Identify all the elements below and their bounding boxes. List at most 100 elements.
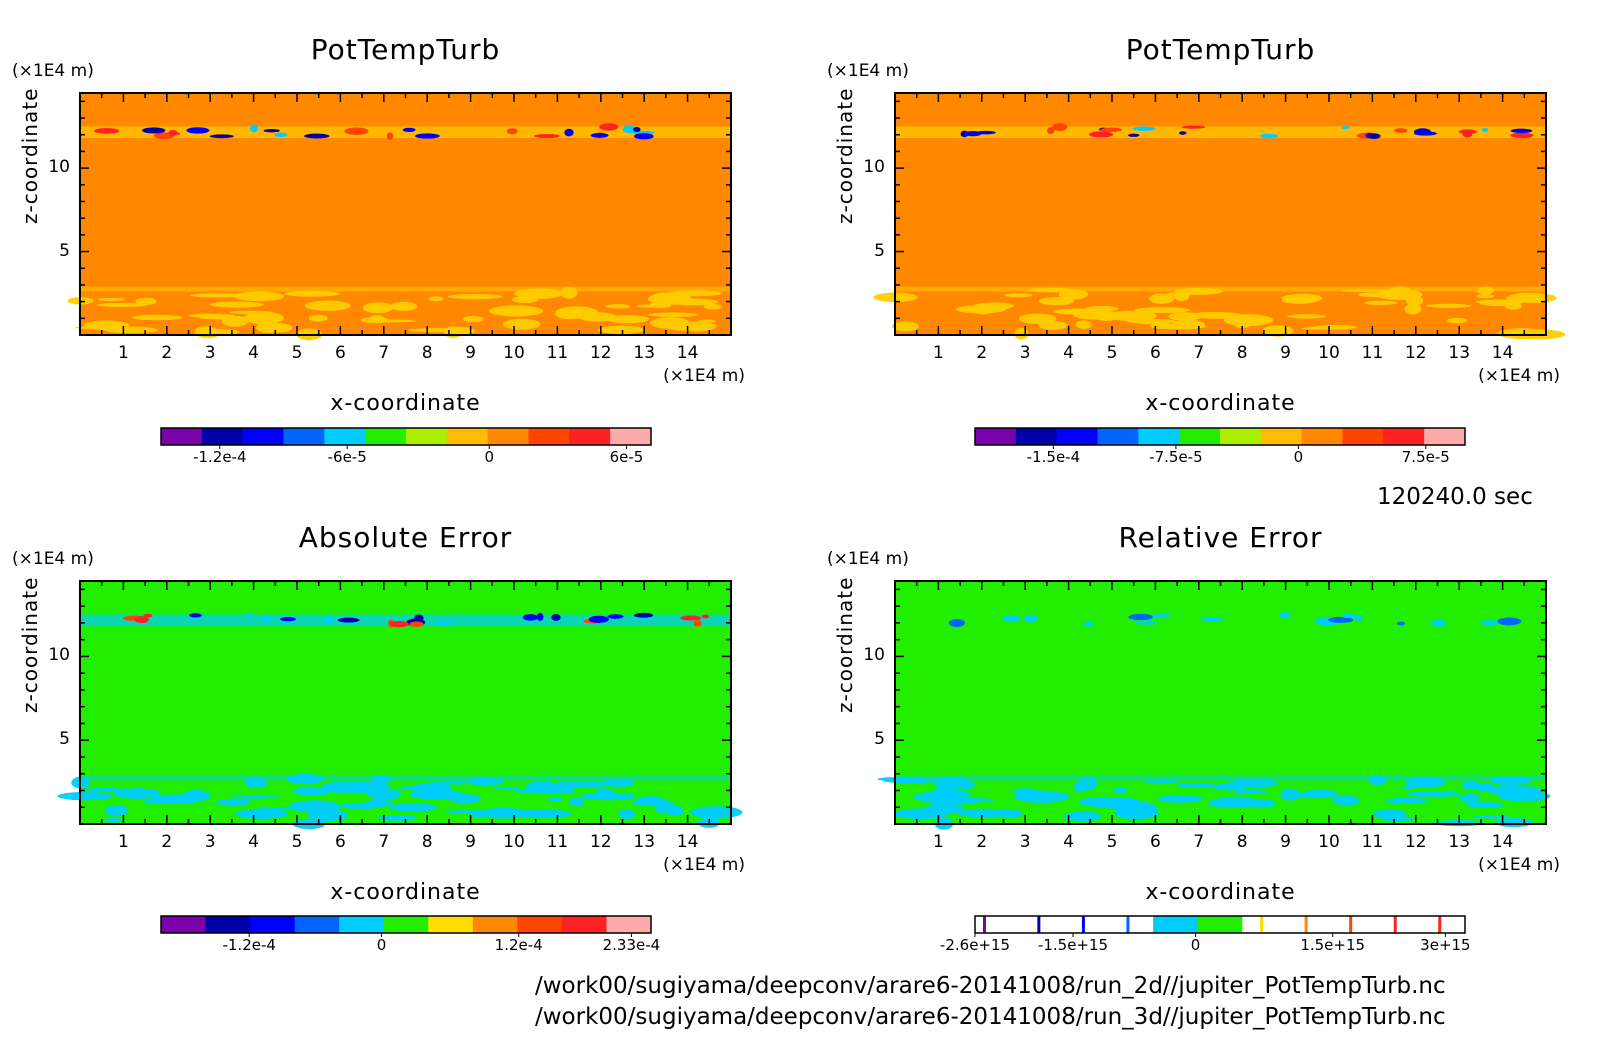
colorbar-frame <box>160 915 652 934</box>
x-tick-label: 8 <box>421 343 433 363</box>
x-tick-label: 8 <box>1236 832 1248 852</box>
x-tick-label: 4 <box>1063 832 1074 852</box>
colorbar-segment <box>201 428 244 445</box>
colorbar-segment <box>1019 916 1065 933</box>
y-tick-label: 5 <box>874 240 885 261</box>
x-tick-label: 10 <box>1318 343 1340 363</box>
x-tick-label: 12 <box>1404 832 1427 852</box>
x-tick-label: 13 <box>633 343 656 363</box>
y-tick-label: 10 <box>48 645 70 666</box>
footer-path-2: /work00/sugiyama/deepconv/arare6-2014100… <box>535 1004 1446 1030</box>
colorbar-segment <box>446 428 489 445</box>
colorbar-label: 7.5e-5 <box>1401 448 1450 466</box>
colorbar-segment <box>1242 916 1288 933</box>
colorbar-frame <box>160 427 652 446</box>
x-tick-label: 11 <box>546 832 569 852</box>
colorbar <box>974 915 1466 937</box>
colorbar-segment <box>205 916 251 933</box>
x-tick-label: 11 <box>1361 832 1384 852</box>
colorbar-segment <box>1331 916 1377 933</box>
colorbar-marker <box>1304 916 1308 933</box>
colorbar-segment <box>1260 428 1303 445</box>
x-tick-label: 3 <box>1019 832 1031 852</box>
colorbar-label: -1.2e-4 <box>222 936 276 954</box>
x-tick-label: 4 <box>248 343 259 363</box>
colorbar-segment <box>487 428 529 445</box>
colorbar-segment <box>365 428 407 445</box>
colorbar-segment <box>1420 916 1466 933</box>
colorbar-label: 0 <box>1293 448 1304 466</box>
colorbar-segment <box>242 428 284 445</box>
x-tick-label: 6 <box>334 343 346 363</box>
x-tick-label: 1 <box>117 343 129 363</box>
panel-2 <box>873 92 1566 449</box>
x-tick-label: 5 <box>291 832 303 852</box>
colorbar-frame <box>974 915 1466 934</box>
x-tick-label: 4 <box>1063 343 1074 363</box>
x-tick-label: 4 <box>248 832 259 852</box>
x-unit: (×1E4 m) <box>663 855 745 875</box>
x-tick-label: 3 <box>1019 343 1031 363</box>
colorbar-label: 6e-5 <box>609 448 644 466</box>
y-unit: (×1E4 m) <box>827 61 909 81</box>
x-tick-label: 9 <box>1280 343 1291 363</box>
colorbar-marker <box>1126 916 1130 933</box>
panel-title: Absolute Error <box>298 521 513 554</box>
x-unit: (×1E4 m) <box>1478 855 1560 875</box>
colorbar-label: -2.6e+15 <box>939 936 1011 954</box>
x-tick-label: 3 <box>204 832 216 852</box>
colorbar-segment <box>1015 428 1058 445</box>
y-tick-label: 5 <box>59 240 70 261</box>
colorbar-segment <box>1383 428 1425 445</box>
colorbar-label: -1.2e-4 <box>193 448 247 466</box>
x-axis-label: x-coordinate <box>1145 880 1296 905</box>
y-tick-label: 5 <box>874 729 885 750</box>
panel-4 <box>877 580 1551 937</box>
colorbar-segment <box>1286 916 1332 933</box>
colorbar-segment <box>1179 428 1221 445</box>
x-tick-label: 7 <box>1193 832 1205 852</box>
colorbar-marker <box>1260 916 1264 933</box>
colorbar-label: 2.33e-4 <box>602 936 661 954</box>
colorbar-segment <box>606 916 652 933</box>
x-tick-label: 13 <box>633 832 656 852</box>
y-axis-label: z-coordinate <box>833 87 857 224</box>
colorbar-segment <box>975 428 1017 445</box>
x-tick-label: 5 <box>291 343 303 363</box>
x-unit: (×1E4 m) <box>663 366 745 386</box>
x-tick-label: 2 <box>161 832 173 852</box>
colorbar-segment <box>161 428 203 445</box>
colorbar-segment <box>428 916 474 933</box>
x-tick-label: 6 <box>334 832 346 852</box>
x-tick-label: 12 <box>589 832 612 852</box>
x-tick-label: 2 <box>976 343 988 363</box>
x-tick-label: 6 <box>1149 832 1161 852</box>
colorbar-marker <box>1037 916 1041 933</box>
colorbar-segment <box>1056 428 1098 445</box>
x-tick-label: 10 <box>503 343 525 363</box>
x-tick-label: 13 <box>1448 832 1471 852</box>
x-tick-label: 10 <box>1318 832 1340 852</box>
colorbar-label: 0 <box>376 936 387 954</box>
x-tick-label: 6 <box>1149 343 1161 363</box>
time-label: 120240.0 sec <box>1377 484 1533 510</box>
x-unit: (×1E4 m) <box>1478 366 1560 386</box>
upper-layer <box>948 612 1522 627</box>
x-tick-label: 3 <box>204 343 216 363</box>
x-tick-label: 14 <box>1491 343 1514 363</box>
colorbar-marker <box>1438 916 1442 933</box>
upper-layer <box>895 123 1546 139</box>
panel-title: PotTempTurb <box>1125 33 1316 66</box>
colorbar-segment <box>1424 428 1466 445</box>
y-unit: (×1E4 m) <box>12 549 94 569</box>
colorbar-segment <box>294 916 340 933</box>
boundary-layer <box>873 286 1566 340</box>
x-axis-label: x-coordinate <box>330 880 481 905</box>
colorbar-segment <box>1375 916 1421 933</box>
colorbar-label: -1.5e+15 <box>1037 936 1109 954</box>
x-tick-label: 5 <box>1106 832 1118 852</box>
x-tick-label: 14 <box>676 832 699 852</box>
colorbar-segment <box>1108 916 1154 933</box>
colorbar-marker <box>1393 916 1397 933</box>
colorbar-segment <box>161 916 207 933</box>
